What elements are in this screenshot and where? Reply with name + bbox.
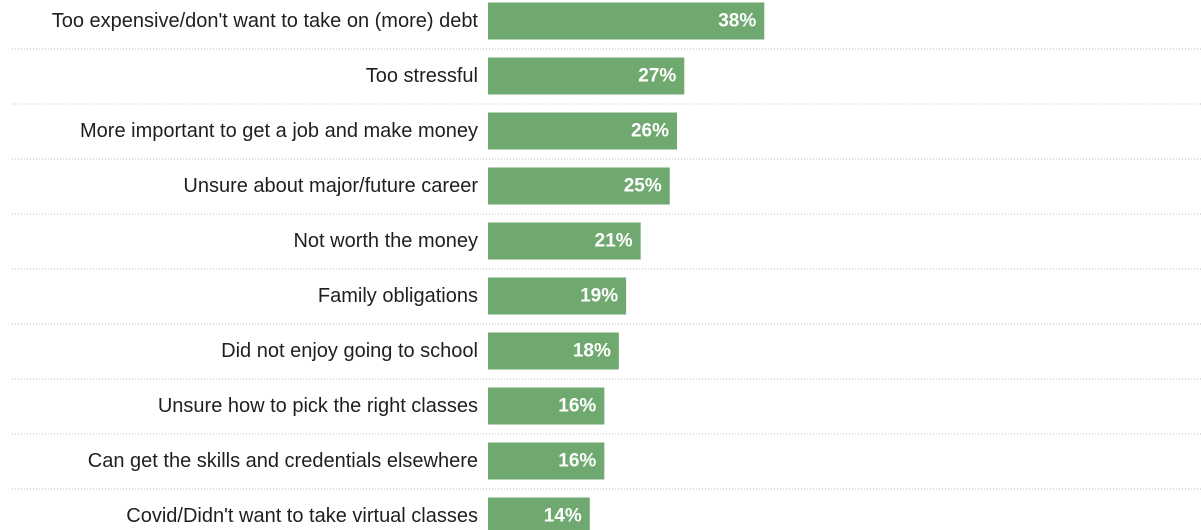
- grid-lines: [12, 48, 1201, 490]
- bar: [488, 387, 605, 425]
- value-label: 19%: [580, 286, 618, 307]
- bar: [488, 2, 765, 40]
- bar: [488, 222, 641, 260]
- bars: [488, 2, 765, 530]
- category-label: Not worth the money: [293, 230, 478, 252]
- value-label: 14%: [544, 506, 582, 527]
- value-label: 18%: [573, 341, 611, 362]
- bar: [488, 167, 670, 205]
- category-label: Unsure how to pick the right classes: [158, 395, 478, 417]
- category-label: Can get the skills and credentials elsew…: [88, 450, 478, 472]
- value-label: 21%: [595, 231, 633, 252]
- bar: [488, 277, 627, 315]
- category-label: Family obligations: [318, 285, 478, 307]
- bar: [488, 442, 605, 480]
- value-label: 26%: [631, 121, 669, 142]
- bar: [488, 112, 678, 150]
- value-label: 16%: [558, 396, 596, 417]
- value-label: 25%: [624, 176, 662, 197]
- category-label: More important to get a job and make mon…: [80, 120, 478, 142]
- value-label: 38%: [718, 11, 756, 32]
- value-labels: 38% 27% 26% 25% 21% 19% 18% 16% 16% 14%: [544, 11, 757, 527]
- category-label: Covid/Didn't want to take virtual classe…: [126, 505, 478, 527]
- category-labels: Too expensive/don't want to take on (mor…: [52, 10, 479, 527]
- category-label: Too stressful: [366, 65, 478, 87]
- category-label: Did not enjoy going to school: [221, 340, 478, 362]
- bar: [488, 332, 619, 370]
- bar: [488, 497, 590, 530]
- category-label: Too expensive/don't want to take on (mor…: [52, 10, 479, 32]
- value-label: 27%: [638, 66, 676, 87]
- bar: [488, 57, 685, 95]
- value-label: 16%: [558, 451, 596, 472]
- category-label: Unsure about major/future career: [183, 175, 478, 197]
